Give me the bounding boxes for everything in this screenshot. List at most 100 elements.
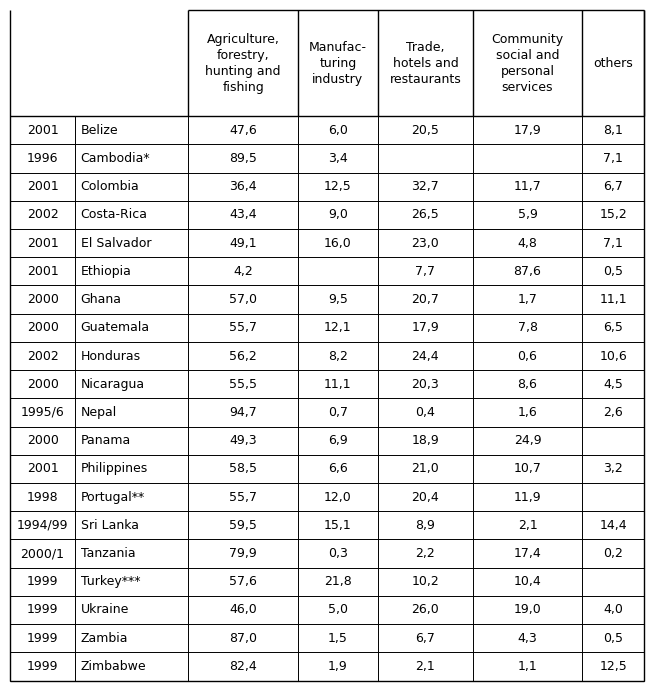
Text: 87,0: 87,0 xyxy=(229,632,257,645)
Text: 1,9: 1,9 xyxy=(328,660,348,673)
Text: 2000: 2000 xyxy=(27,293,59,306)
Text: 1999: 1999 xyxy=(27,632,58,645)
Text: 17,9: 17,9 xyxy=(411,321,439,334)
Text: 2,6: 2,6 xyxy=(603,406,623,419)
Text: Guatemala: Guatemala xyxy=(81,321,150,334)
Text: 0,5: 0,5 xyxy=(603,265,623,278)
Text: 12,5: 12,5 xyxy=(599,660,627,673)
Text: 11,1: 11,1 xyxy=(324,378,351,391)
Text: 2000: 2000 xyxy=(27,434,59,447)
Text: 7,8: 7,8 xyxy=(518,321,537,334)
Text: 21,0: 21,0 xyxy=(411,462,439,475)
Text: Sri Lanka: Sri Lanka xyxy=(81,519,139,532)
Text: 17,4: 17,4 xyxy=(514,547,541,560)
Text: 18,9: 18,9 xyxy=(411,434,439,447)
Text: 24,9: 24,9 xyxy=(514,434,541,447)
Text: Costa-Rica: Costa-Rica xyxy=(81,209,147,222)
Text: 10,6: 10,6 xyxy=(599,350,627,362)
Text: Ukraine: Ukraine xyxy=(81,604,129,617)
Text: 5,9: 5,9 xyxy=(518,209,537,222)
Text: Honduras: Honduras xyxy=(81,350,141,362)
Text: 87,6: 87,6 xyxy=(514,265,541,278)
Text: 1999: 1999 xyxy=(27,660,58,673)
Text: Turkey***: Turkey*** xyxy=(81,576,140,589)
Text: Community
social and
personal
services: Community social and personal services xyxy=(492,33,563,94)
Text: 6,7: 6,7 xyxy=(603,180,623,193)
Text: 0,7: 0,7 xyxy=(328,406,348,419)
Text: 49,3: 49,3 xyxy=(230,434,257,447)
Text: 24,4: 24,4 xyxy=(411,350,439,362)
Text: 10,2: 10,2 xyxy=(411,576,439,589)
Text: 1,5: 1,5 xyxy=(328,632,348,645)
Text: 11,7: 11,7 xyxy=(514,180,541,193)
Text: 5,0: 5,0 xyxy=(328,604,348,617)
Text: 10,4: 10,4 xyxy=(514,576,541,589)
Text: 59,5: 59,5 xyxy=(230,519,257,532)
Text: 12,0: 12,0 xyxy=(324,490,352,504)
Text: 1998: 1998 xyxy=(27,490,59,504)
Text: 15,1: 15,1 xyxy=(324,519,352,532)
Text: 43,4: 43,4 xyxy=(230,209,257,222)
Text: 2000: 2000 xyxy=(27,321,59,334)
Text: 20,7: 20,7 xyxy=(411,293,439,306)
Text: 32,7: 32,7 xyxy=(411,180,439,193)
Text: 2000: 2000 xyxy=(27,378,59,391)
Text: Portugal**: Portugal** xyxy=(81,490,145,504)
Text: 2000/1: 2000/1 xyxy=(21,547,65,560)
Text: 17,9: 17,9 xyxy=(514,123,541,137)
Text: 1996: 1996 xyxy=(27,152,58,165)
Text: 20,4: 20,4 xyxy=(411,490,439,504)
Text: Trade,
hotels and
restaurants: Trade, hotels and restaurants xyxy=(389,40,462,86)
Text: 2001: 2001 xyxy=(27,123,59,137)
Text: 57,0: 57,0 xyxy=(229,293,257,306)
Text: 12,1: 12,1 xyxy=(324,321,351,334)
Text: 8,1: 8,1 xyxy=(603,123,623,137)
Text: 4,2: 4,2 xyxy=(233,265,253,278)
Text: 3,2: 3,2 xyxy=(603,462,623,475)
Text: 4,0: 4,0 xyxy=(603,604,623,617)
Text: 2001: 2001 xyxy=(27,180,59,193)
Text: Philippines: Philippines xyxy=(81,462,148,475)
Text: 7,7: 7,7 xyxy=(415,265,436,278)
Text: 6,7: 6,7 xyxy=(415,632,436,645)
Text: 0,4: 0,4 xyxy=(415,406,436,419)
Text: 2,1: 2,1 xyxy=(415,660,436,673)
Text: 6,0: 6,0 xyxy=(328,123,348,137)
Text: Belize: Belize xyxy=(81,123,118,137)
Text: 8,6: 8,6 xyxy=(518,378,537,391)
Text: 94,7: 94,7 xyxy=(230,406,257,419)
Text: 1999: 1999 xyxy=(27,576,58,589)
Text: 21,8: 21,8 xyxy=(324,576,352,589)
Text: Cambodia*: Cambodia* xyxy=(81,152,150,165)
Text: 58,5: 58,5 xyxy=(229,462,257,475)
Text: 8,9: 8,9 xyxy=(415,519,436,532)
Text: 7,1: 7,1 xyxy=(603,237,623,250)
Text: 0,6: 0,6 xyxy=(518,350,537,362)
Text: 56,2: 56,2 xyxy=(230,350,257,362)
Text: Ethiopia: Ethiopia xyxy=(81,265,132,278)
Text: 23,0: 23,0 xyxy=(411,237,439,250)
Text: Zambia: Zambia xyxy=(81,632,128,645)
Text: 0,2: 0,2 xyxy=(603,547,623,560)
Text: Colombia: Colombia xyxy=(81,180,140,193)
Text: 2,2: 2,2 xyxy=(415,547,436,560)
Text: 6,9: 6,9 xyxy=(328,434,348,447)
Text: 1995/6: 1995/6 xyxy=(21,406,65,419)
Text: 1999: 1999 xyxy=(27,604,58,617)
Text: 89,5: 89,5 xyxy=(230,152,257,165)
Text: 1,6: 1,6 xyxy=(518,406,537,419)
Text: others: others xyxy=(593,57,633,70)
Text: 2,1: 2,1 xyxy=(518,519,537,532)
Text: Nicaragua: Nicaragua xyxy=(81,378,145,391)
Text: 20,3: 20,3 xyxy=(411,378,439,391)
Text: 4,8: 4,8 xyxy=(518,237,537,250)
Text: 19,0: 19,0 xyxy=(514,604,541,617)
Text: 12,5: 12,5 xyxy=(324,180,352,193)
Text: 46,0: 46,0 xyxy=(230,604,257,617)
Text: 55,7: 55,7 xyxy=(229,490,257,504)
Text: 8,2: 8,2 xyxy=(328,350,348,362)
Text: 3,4: 3,4 xyxy=(328,152,348,165)
Text: Manufac-
turing
industry: Manufac- turing industry xyxy=(309,40,367,86)
Text: 49,1: 49,1 xyxy=(230,237,257,250)
Text: 2001: 2001 xyxy=(27,237,59,250)
